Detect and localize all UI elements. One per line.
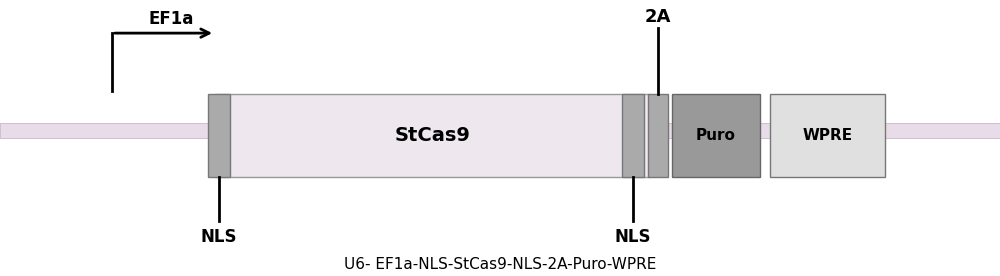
Text: U6- EF1a-NLS-StCas9-NLS-2A-Puro-WPRE: U6- EF1a-NLS-StCas9-NLS-2A-Puro-WPRE xyxy=(344,258,656,272)
Bar xyxy=(672,94,760,177)
Text: WPRE: WPRE xyxy=(802,128,853,143)
Text: NLS: NLS xyxy=(201,228,237,246)
Bar xyxy=(0,123,1000,138)
Bar xyxy=(215,94,650,177)
Text: StCas9: StCas9 xyxy=(395,126,470,145)
Text: EF1a: EF1a xyxy=(148,10,193,28)
Bar xyxy=(648,94,668,177)
Text: NLS: NLS xyxy=(615,228,651,246)
Bar xyxy=(770,94,885,177)
Text: 2A: 2A xyxy=(645,7,671,26)
Bar xyxy=(622,94,644,177)
Bar xyxy=(208,94,230,177)
Text: Puro: Puro xyxy=(696,128,736,143)
